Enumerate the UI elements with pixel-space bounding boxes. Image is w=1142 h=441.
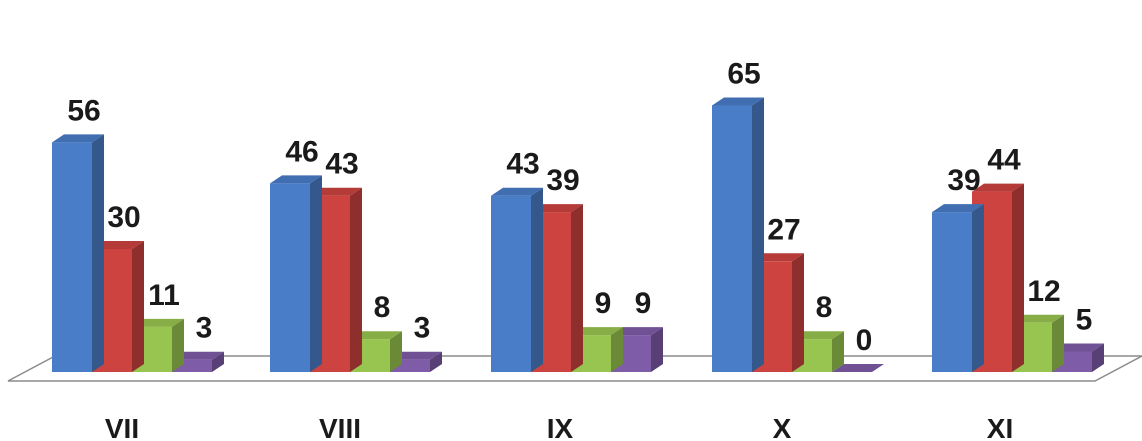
data-label-viii-series-1: 46 bbox=[285, 135, 318, 168]
bar-x-series-1 bbox=[712, 97, 764, 372]
data-label-viii-series-2: 43 bbox=[325, 148, 358, 181]
data-label-vii-series-4: 3 bbox=[196, 312, 213, 345]
bar-ix-series-4 bbox=[611, 327, 663, 372]
category-label-ix: IX bbox=[547, 413, 574, 441]
data-label-xi-series-4: 5 bbox=[1076, 304, 1093, 337]
data-label-vii-series-1: 56 bbox=[67, 94, 100, 127]
category-label-x: X bbox=[773, 413, 792, 441]
data-label-vii-series-2: 30 bbox=[107, 201, 140, 234]
category-label-viii: VIII bbox=[319, 413, 361, 441]
data-label-ix-series-3: 9 bbox=[595, 287, 612, 320]
data-label-ix-series-1: 43 bbox=[506, 148, 539, 181]
data-label-x-series-1: 65 bbox=[727, 58, 760, 91]
category-label-xi: XI bbox=[987, 413, 1013, 441]
data-label-xi-series-3: 12 bbox=[1027, 275, 1060, 308]
category-label-vii: VII bbox=[105, 413, 139, 441]
category-labels-group: VII VIII IX X XI bbox=[105, 413, 1013, 441]
data-label-viii-series-3: 8 bbox=[374, 291, 391, 324]
data-label-x-series-3: 8 bbox=[816, 291, 833, 324]
data-label-ix-series-4: 9 bbox=[635, 287, 652, 320]
data-label-xi-series-1: 39 bbox=[947, 164, 980, 197]
data-label-xi-series-2: 44 bbox=[987, 144, 1021, 177]
data-label-x-series-4: 0 bbox=[856, 324, 873, 357]
data-label-viii-series-4: 3 bbox=[414, 312, 431, 345]
data-label-vii-series-3: 11 bbox=[148, 279, 180, 312]
bar-xi-series-1 bbox=[932, 204, 984, 372]
bar-ix-series-1 bbox=[491, 187, 543, 372]
bars-group bbox=[52, 97, 1104, 372]
data-label-x-series-2: 27 bbox=[767, 213, 800, 246]
bar-x-series-4 bbox=[832, 364, 884, 372]
data-label-ix-series-2: 39 bbox=[546, 164, 579, 197]
bar-viii-series-1 bbox=[270, 175, 322, 372]
bar-vii-series-1 bbox=[52, 134, 104, 372]
